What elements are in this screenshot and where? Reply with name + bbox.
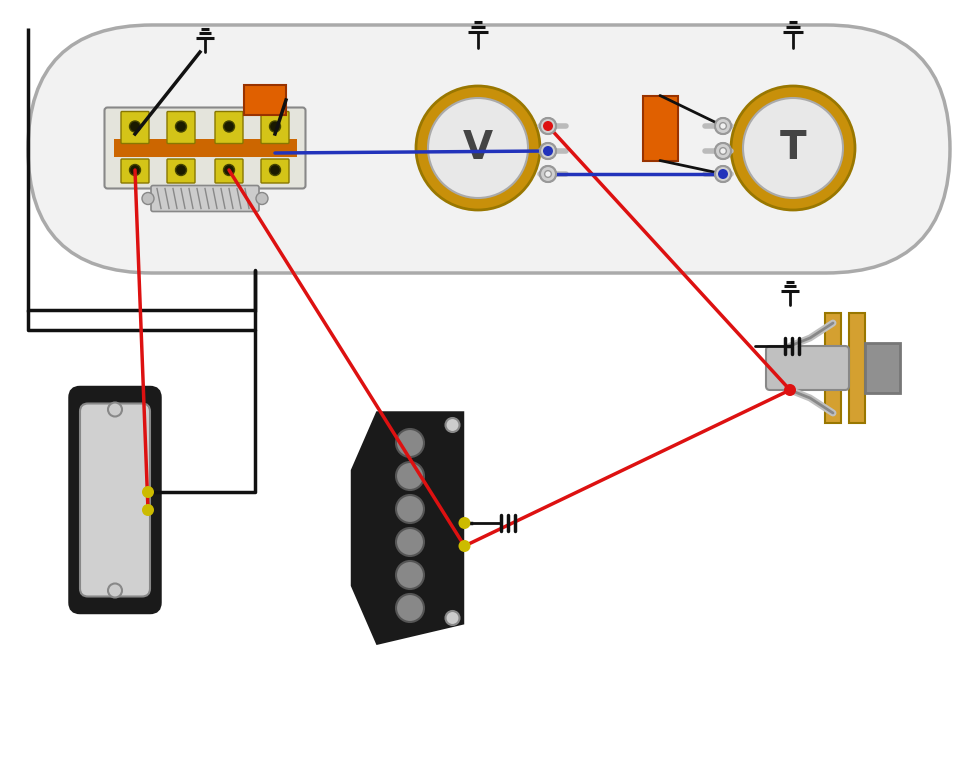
Circle shape <box>108 402 122 417</box>
Text: T: T <box>780 129 807 167</box>
Circle shape <box>719 171 726 178</box>
FancyBboxPatch shape <box>121 112 149 143</box>
FancyBboxPatch shape <box>105 108 306 188</box>
Circle shape <box>719 148 726 154</box>
FancyBboxPatch shape <box>167 112 195 143</box>
Circle shape <box>270 165 280 175</box>
Circle shape <box>719 123 726 129</box>
Circle shape <box>540 166 556 182</box>
Circle shape <box>715 143 731 159</box>
Circle shape <box>715 166 731 182</box>
Circle shape <box>784 384 796 396</box>
Circle shape <box>540 166 556 182</box>
Circle shape <box>142 504 154 516</box>
Circle shape <box>715 143 731 159</box>
Circle shape <box>545 171 552 178</box>
Circle shape <box>545 123 552 129</box>
Circle shape <box>715 118 731 134</box>
Circle shape <box>396 594 424 622</box>
FancyBboxPatch shape <box>261 159 289 183</box>
Polygon shape <box>353 413 463 643</box>
FancyBboxPatch shape <box>261 112 289 143</box>
FancyBboxPatch shape <box>151 185 259 212</box>
Circle shape <box>543 121 553 131</box>
Circle shape <box>540 143 556 159</box>
Circle shape <box>396 429 424 457</box>
Circle shape <box>459 517 470 529</box>
FancyBboxPatch shape <box>28 25 950 273</box>
Text: V: V <box>463 129 493 167</box>
Circle shape <box>545 148 552 154</box>
Circle shape <box>175 121 186 132</box>
Bar <box>114 139 297 157</box>
Circle shape <box>270 121 280 132</box>
Circle shape <box>812 135 840 163</box>
Circle shape <box>175 165 186 175</box>
Circle shape <box>719 148 726 154</box>
Circle shape <box>715 166 731 182</box>
FancyBboxPatch shape <box>167 159 195 183</box>
Circle shape <box>459 540 470 552</box>
FancyBboxPatch shape <box>215 112 243 143</box>
Circle shape <box>396 495 424 523</box>
Circle shape <box>540 118 556 134</box>
Circle shape <box>416 86 540 210</box>
FancyBboxPatch shape <box>215 159 243 183</box>
Circle shape <box>142 486 154 498</box>
Circle shape <box>138 135 166 163</box>
Circle shape <box>545 148 552 154</box>
Circle shape <box>108 584 122 597</box>
Circle shape <box>223 165 234 175</box>
Bar <box>643 96 677 160</box>
Circle shape <box>545 171 552 178</box>
Circle shape <box>540 143 556 159</box>
Circle shape <box>142 193 154 204</box>
Bar <box>244 85 286 115</box>
Circle shape <box>396 528 424 556</box>
Circle shape <box>446 611 460 625</box>
Bar <box>849 313 865 423</box>
FancyBboxPatch shape <box>766 346 849 390</box>
Circle shape <box>743 98 843 198</box>
Circle shape <box>223 121 234 132</box>
Circle shape <box>396 561 424 589</box>
FancyBboxPatch shape <box>865 343 900 393</box>
FancyBboxPatch shape <box>80 404 150 597</box>
Circle shape <box>129 121 140 132</box>
Circle shape <box>428 98 528 198</box>
FancyBboxPatch shape <box>121 159 149 183</box>
Circle shape <box>446 418 460 432</box>
Circle shape <box>718 169 728 179</box>
Circle shape <box>731 86 855 210</box>
Circle shape <box>719 123 726 129</box>
Circle shape <box>543 121 553 131</box>
FancyBboxPatch shape <box>70 388 160 613</box>
Circle shape <box>540 118 556 134</box>
Circle shape <box>715 118 731 134</box>
Bar <box>825 313 841 423</box>
Circle shape <box>256 193 268 204</box>
Circle shape <box>543 146 553 156</box>
Circle shape <box>396 462 424 490</box>
Circle shape <box>719 171 726 178</box>
Circle shape <box>545 123 552 129</box>
Circle shape <box>129 165 140 175</box>
